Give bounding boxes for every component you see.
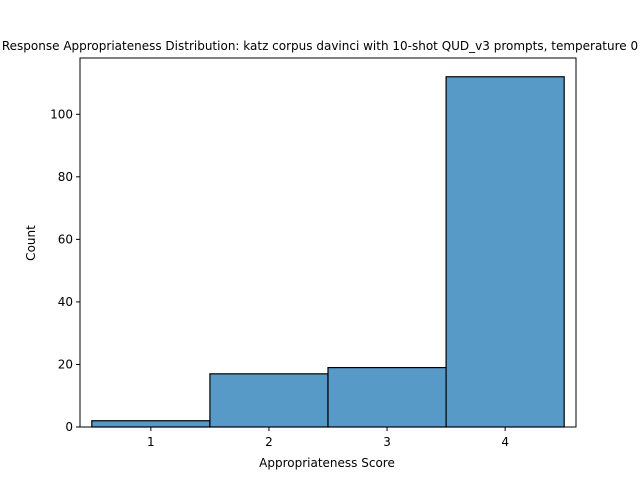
y-axis-label: Count [24, 225, 38, 261]
x-tick-label: 3 [383, 435, 391, 449]
y-tick-label: 60 [58, 232, 73, 246]
y-tick-label: 80 [58, 170, 73, 184]
x-tick-label: 1 [147, 435, 155, 449]
x-axis-ticks: 1 2 3 4 [147, 427, 509, 449]
bar-score-1 [91, 420, 211, 428]
y-tick-label: 0 [65, 420, 73, 434]
chart-title: Response Appropriateness Distribution: k… [2, 39, 638, 53]
y-tick-label: 20 [58, 357, 73, 371]
bar-score-4 [445, 76, 565, 428]
y-tick-label: 100 [50, 107, 73, 121]
x-tick-label: 4 [501, 435, 509, 449]
y-tick-label: 40 [58, 295, 73, 309]
axes-frame [79, 57, 577, 428]
x-axis-label: Appropriateness Score [259, 456, 395, 470]
y-axis-ticks: 0 20 40 60 80 100 [50, 107, 80, 434]
plot-border [79, 57, 577, 428]
bars-group [91, 76, 565, 428]
bar-score-3 [327, 366, 447, 428]
x-tick-label: 2 [265, 435, 273, 449]
bar-score-2 [209, 373, 329, 428]
